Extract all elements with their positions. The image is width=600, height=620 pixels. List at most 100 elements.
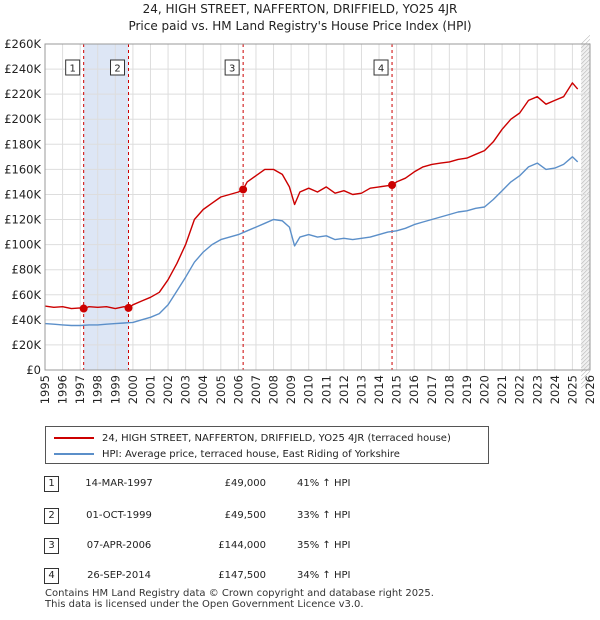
forecast-hatch bbox=[580, 102, 591, 113]
forecast-hatch bbox=[580, 134, 591, 145]
sale-date: 14-MAR-1997 bbox=[85, 478, 153, 489]
forecast-hatch bbox=[580, 206, 591, 217]
x-tick-label: 2014 bbox=[372, 375, 386, 404]
x-tick-label: 2016 bbox=[407, 375, 421, 404]
x-tick-label: 2021 bbox=[495, 375, 509, 404]
sale-hpi-diff: 35% ↑ HPI bbox=[297, 540, 351, 551]
x-tick-label: 2004 bbox=[196, 375, 210, 404]
footer-copyright: Contains HM Land Registry data © Crown c… bbox=[45, 588, 434, 599]
sale-point bbox=[388, 181, 397, 190]
x-tick-label: 1997 bbox=[73, 375, 87, 404]
forecast-hatch bbox=[580, 106, 591, 117]
forecast-hatch bbox=[580, 302, 591, 313]
x-tick-label: 1996 bbox=[56, 375, 70, 404]
sale-price: £147,500 bbox=[218, 570, 266, 581]
y-tick-label: £140K bbox=[4, 187, 41, 201]
forecast-hatch bbox=[580, 222, 591, 233]
chart-title-line2: Price paid vs. HM Land Registry's House … bbox=[128, 19, 472, 33]
x-tick-label: 2000 bbox=[126, 375, 140, 404]
sale-price: £49,500 bbox=[224, 510, 266, 521]
y-tick-label: £60K bbox=[12, 288, 42, 302]
forecast-hatch bbox=[580, 238, 591, 249]
forecast-hatch bbox=[580, 350, 591, 361]
forecast-hatch bbox=[580, 58, 591, 69]
forecast-hatch bbox=[580, 274, 591, 285]
x-tick-label: 2026 bbox=[583, 375, 597, 404]
forecast-hatch bbox=[580, 346, 591, 357]
forecast-hatch bbox=[580, 310, 591, 321]
y-tick-label: £0 bbox=[26, 363, 41, 377]
forecast-hatch bbox=[580, 110, 591, 121]
footer: Contains HM Land Registry data © Crown c… bbox=[45, 588, 434, 610]
forecast-hatch bbox=[580, 250, 591, 261]
sale-marker-box bbox=[65, 59, 81, 76]
x-tick-label: 2018 bbox=[442, 375, 456, 404]
sale-point bbox=[239, 185, 248, 194]
forecast-hatch bbox=[580, 266, 591, 277]
sale-marker-box bbox=[110, 59, 126, 76]
forecast-hatch bbox=[580, 378, 591, 389]
price-chart: £0 £20K £40K £60K £80K £100K £120K £140K £160K £1… bbox=[4, 24, 600, 405]
y-tick-label: £200K bbox=[4, 112, 41, 126]
sale-hpi-diff: 33% ↑ HPI bbox=[297, 510, 351, 521]
forecast-hatch bbox=[580, 358, 591, 369]
forecast-hatch bbox=[580, 374, 591, 385]
forecast-hatch bbox=[580, 290, 591, 301]
forecast-hatch bbox=[580, 90, 591, 101]
x-tick-label: 2001 bbox=[143, 375, 157, 404]
y-tick-label: £180K bbox=[4, 137, 41, 151]
x-tick-label: 2023 bbox=[530, 375, 544, 404]
y-tick-label: £240K bbox=[4, 62, 41, 76]
forecast-hatch bbox=[580, 182, 591, 193]
forecast-hatch bbox=[580, 338, 591, 349]
forecast-hatch bbox=[580, 146, 591, 157]
table-row: 2 01-OCT-1999 £49,500 33% ↑ HPI bbox=[0, 508, 600, 528]
sale-date: 01-OCT-1999 bbox=[86, 510, 152, 521]
legend-label-hpi: HPI: Average price, terraced house, East… bbox=[102, 448, 400, 460]
forecast-hatch bbox=[580, 278, 591, 289]
forecast-hatch bbox=[580, 78, 591, 89]
hpi-line bbox=[44, 156, 579, 327]
forecast-hatch bbox=[580, 166, 591, 177]
sale-marker-label: 1 bbox=[69, 64, 75, 75]
y-tick-label: £160K bbox=[4, 162, 41, 176]
forecast-hatch bbox=[580, 198, 591, 209]
x-tick-label: 2008 bbox=[267, 375, 281, 404]
sale-marker-label: 2 bbox=[114, 64, 120, 75]
forecast-hatch bbox=[580, 158, 591, 169]
x-tick-label: 2011 bbox=[319, 375, 333, 404]
table-row: 3 07-APR-2006 £144,000 35% ↑ HPI bbox=[0, 538, 600, 558]
forecast-hatch bbox=[580, 270, 591, 281]
x-tick-label: 2020 bbox=[478, 375, 492, 404]
sale-hpi-diff: 34% ↑ HPI bbox=[297, 570, 351, 581]
legend: 24, HIGH STREET, NAFFERTON, DRIFFIELD, Y… bbox=[45, 426, 489, 464]
forecast-hatch bbox=[580, 34, 591, 45]
table-row: 1 14-MAR-1997 £49,000 41% ↑ HPI bbox=[0, 476, 600, 496]
x-tick-label: 2007 bbox=[249, 375, 263, 404]
y-tick-label: £120K bbox=[4, 213, 41, 227]
x-tick-label: 2005 bbox=[214, 375, 228, 404]
y-tick-label: £260K bbox=[4, 37, 41, 51]
chart-title-line1: 24, HIGH STREET, NAFFERTON, DRIFFIELD, Y… bbox=[142, 2, 458, 16]
forecast-hatch bbox=[580, 82, 591, 93]
forecast-hatch bbox=[580, 42, 591, 53]
forecast-hatch bbox=[580, 226, 591, 237]
shaded-period bbox=[83, 44, 129, 370]
forecast-hatch bbox=[580, 62, 591, 73]
footer-license: This data is licensed under the Open Gov… bbox=[45, 599, 364, 610]
table-row: 4 26-SEP-2014 £147,500 34% ↑ HPI bbox=[0, 568, 600, 588]
x-tick-label: 2002 bbox=[161, 375, 175, 404]
forecast-hatch bbox=[580, 362, 591, 373]
forecast-hatch bbox=[580, 154, 591, 165]
forecast-hatch bbox=[580, 74, 591, 85]
x-tick-label: 2006 bbox=[231, 375, 245, 404]
forecast-hatch bbox=[580, 118, 591, 129]
plot-right-margin bbox=[590, 24, 600, 390]
x-tick-label: 1995 bbox=[38, 375, 52, 404]
forecast-hatch bbox=[580, 318, 591, 329]
forecast-hatch bbox=[580, 122, 591, 133]
forecast-hatch bbox=[580, 326, 591, 337]
x-tick-label: 2003 bbox=[179, 375, 193, 404]
forecast-hatch bbox=[580, 366, 591, 377]
legend-line-hpi bbox=[54, 453, 94, 455]
